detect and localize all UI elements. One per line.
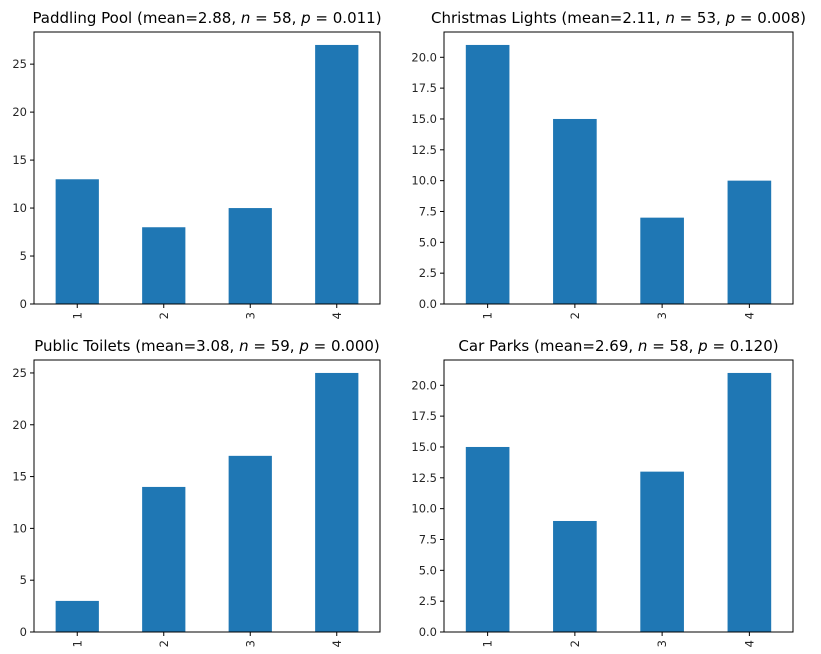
y-tick-label: 2.5 bbox=[419, 266, 437, 280]
y-tick-label: 0 bbox=[20, 297, 27, 311]
y-tick-label: 17.5 bbox=[411, 81, 437, 95]
x-tick-label: 1 bbox=[70, 312, 84, 319]
y-tick-label: 7.5 bbox=[419, 204, 437, 218]
y-tick-label: 25 bbox=[12, 57, 27, 71]
x-tick-label: 3 bbox=[655, 640, 669, 647]
y-tick-label: 12.5 bbox=[411, 143, 437, 157]
bar-1 bbox=[465, 446, 510, 632]
y-tick-label: 0.0 bbox=[419, 297, 437, 311]
x-tick-label: 2 bbox=[568, 312, 582, 319]
bar-2 bbox=[553, 118, 597, 304]
x-tick-label: 1 bbox=[70, 640, 84, 647]
bar-3 bbox=[640, 217, 684, 304]
y-tick-label: 20.0 bbox=[411, 50, 437, 64]
subplot-4: 0.0 2.5 5.0 7.5 10.0 12.5 15.0 17.5 20.0 1 2 3 4 Car … bbox=[411, 337, 794, 647]
bar-2 bbox=[142, 227, 186, 304]
bar-1 bbox=[55, 179, 99, 304]
y-tick-label: 25 bbox=[12, 366, 27, 380]
x-tick-label: 3 bbox=[243, 312, 257, 319]
y-tick-label: 5 bbox=[20, 573, 27, 587]
axes-frame bbox=[443, 31, 794, 305]
x-tick-label: 3 bbox=[655, 312, 669, 319]
bar-2 bbox=[553, 520, 597, 632]
subplot-title: Car Parks (mean=2.69, n = 58, p = 0.120) bbox=[458, 337, 778, 355]
bar-2 bbox=[142, 486, 186, 632]
y-tick-label: 10 bbox=[12, 521, 27, 535]
y-tick-label: 12.5 bbox=[411, 471, 437, 485]
y-tick-label: 10.0 bbox=[411, 174, 437, 188]
y-tick-label: 15 bbox=[12, 470, 27, 484]
y-tick-label: 20 bbox=[12, 418, 27, 432]
y-tick-label: 20 bbox=[12, 105, 27, 119]
x-tick-label: 2 bbox=[157, 312, 171, 319]
x-tick-label: 2 bbox=[568, 640, 582, 647]
y-tick-label: 15 bbox=[12, 153, 27, 167]
subplot-title: Paddling Pool (mean=2.88, n = 58, p = 0.… bbox=[32, 9, 381, 27]
bar-3 bbox=[228, 208, 272, 304]
bar-1 bbox=[465, 44, 510, 304]
x-tick-label: 2 bbox=[157, 640, 171, 647]
x-tick-label: 1 bbox=[481, 640, 495, 647]
subplot-3: 0 5 10 15 20 25 1 2 3 4 Public Toilets (mean=3.08,… bbox=[12, 337, 381, 647]
bar-4 bbox=[315, 372, 359, 632]
x-tick-label: 3 bbox=[243, 640, 257, 647]
y-tick-label: 5.0 bbox=[419, 235, 437, 249]
y-tick-label: 10 bbox=[12, 201, 27, 215]
x-tick-label: 4 bbox=[742, 312, 756, 319]
subplot-1: 0 5 10 15 20 25 1 2 3 4 Paddling Pool (mean=2.88, … bbox=[12, 9, 381, 319]
y-tick-label: 7.5 bbox=[419, 532, 437, 546]
x-tick-label: 1 bbox=[481, 312, 495, 319]
y-tick-label: 0.0 bbox=[419, 625, 437, 639]
y-tick-label: 15.0 bbox=[411, 112, 437, 126]
y-tick-label: 5.0 bbox=[419, 563, 437, 577]
x-tick-label: 4 bbox=[330, 640, 344, 647]
y-tick-label: 0 bbox=[20, 625, 27, 639]
bar-4 bbox=[315, 44, 359, 304]
axes-frame bbox=[33, 359, 381, 633]
subplot-2: 0.0 2.5 5.0 7.5 10.0 12.5 15.0 17.5 20.0 1 2 3 4 Chri… bbox=[411, 9, 806, 319]
x-tick-label: 4 bbox=[742, 640, 756, 647]
y-tick-label: 20.0 bbox=[411, 378, 437, 392]
y-tick-label: 2.5 bbox=[419, 594, 437, 608]
y-tick-label: 10.0 bbox=[411, 502, 437, 516]
subplot-title: Public Toilets (mean=3.08, n = 59, p = 0… bbox=[34, 337, 380, 355]
bar-1 bbox=[55, 600, 99, 632]
y-tick-label: 15.0 bbox=[411, 440, 437, 454]
axes-frame bbox=[443, 359, 794, 633]
y-tick-label: 5 bbox=[20, 249, 27, 263]
bar-3 bbox=[640, 471, 684, 632]
axes-frame bbox=[33, 31, 381, 305]
bar-4 bbox=[727, 372, 772, 632]
bar-3 bbox=[228, 455, 272, 632]
x-tick-label: 4 bbox=[330, 312, 344, 319]
y-tick-label: 17.5 bbox=[411, 409, 437, 423]
bar-4 bbox=[727, 180, 772, 304]
subplot-title: Christmas Lights (mean=2.11, n = 53, p =… bbox=[431, 9, 806, 27]
